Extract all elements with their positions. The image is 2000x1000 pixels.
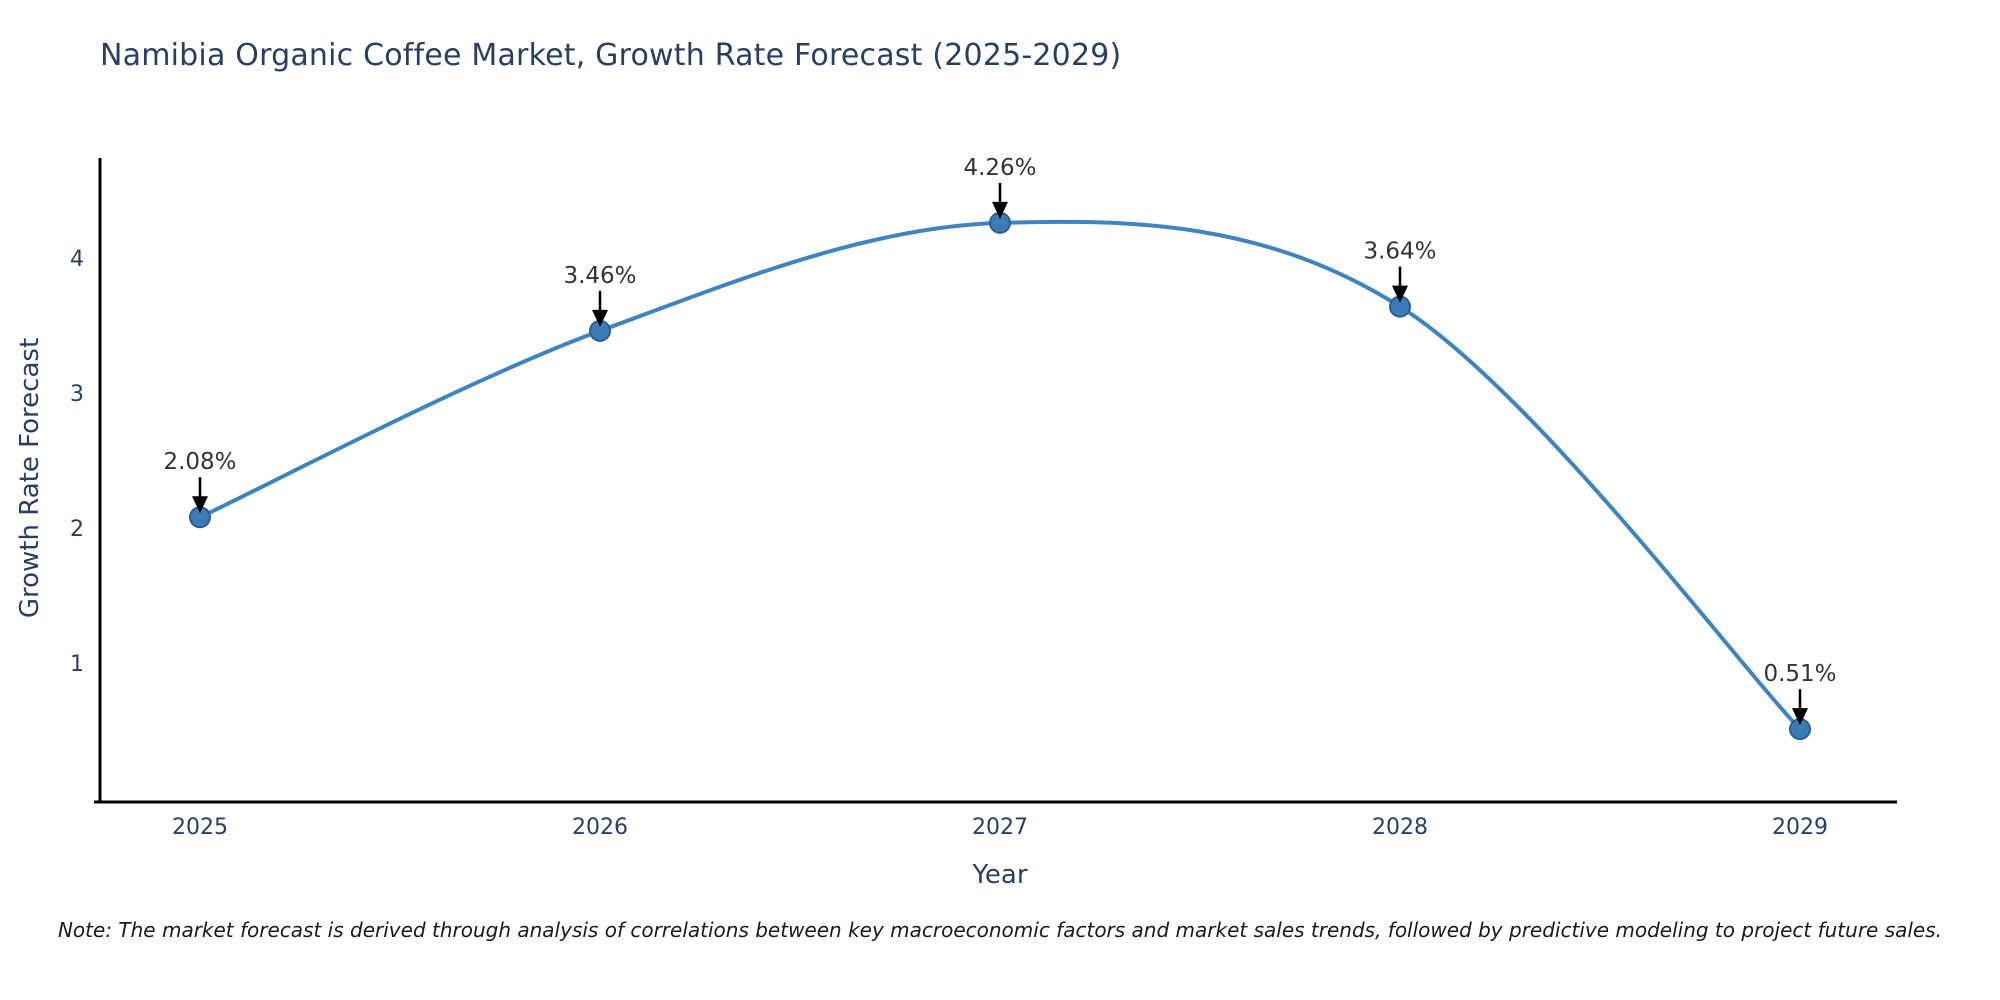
x-tick-label: 2029 — [1772, 815, 1828, 840]
chart-title: Namibia Organic Coffee Market, Growth Ra… — [100, 38, 1122, 73]
y-tick-label: 4 — [70, 247, 84, 272]
x-tick-label: 2028 — [1372, 815, 1428, 840]
annotation-arrow-head — [1392, 285, 1408, 303]
forecast-line — [198, 219, 1802, 732]
annotation-arrow-head — [1792, 708, 1808, 726]
data-point-label: 2.08% — [163, 449, 236, 475]
data-point-label: 0.51% — [1763, 661, 1836, 687]
annotation-arrow-head — [592, 309, 608, 327]
annotation-arrow-head — [192, 496, 208, 514]
x-axis-title: Year — [972, 860, 1028, 890]
y-tick-label: 2 — [70, 517, 84, 542]
y-tick-label: 1 — [70, 652, 84, 677]
footnote: Note: The market forecast is derived thr… — [57, 918, 1943, 942]
x-tick-label: 2027 — [972, 815, 1028, 840]
data-point-label: 3.64% — [1363, 239, 1436, 265]
data-point-label: 3.46% — [563, 263, 636, 289]
data-point-label: 4.26% — [963, 155, 1036, 181]
x-tick-label: 2026 — [572, 815, 628, 840]
annotation-arrow-head — [992, 201, 1008, 219]
y-tick-label: 3 — [70, 382, 84, 407]
x-tick-label: 2025 — [172, 815, 228, 840]
